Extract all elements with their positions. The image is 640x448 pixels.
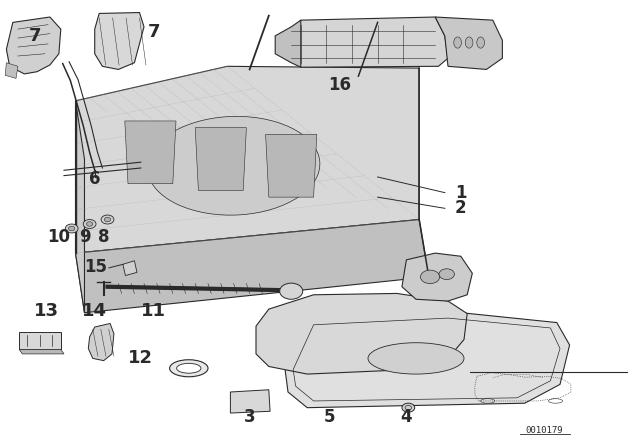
Polygon shape — [19, 332, 61, 349]
Polygon shape — [285, 311, 570, 408]
Text: 15: 15 — [84, 258, 108, 276]
Polygon shape — [5, 63, 18, 78]
Text: 10: 10 — [47, 228, 70, 246]
Circle shape — [86, 222, 93, 226]
Polygon shape — [266, 134, 317, 197]
Text: 16: 16 — [328, 76, 351, 94]
Text: 9: 9 — [79, 228, 90, 246]
Polygon shape — [402, 253, 472, 301]
Circle shape — [104, 217, 111, 222]
Text: 7: 7 — [29, 27, 42, 45]
Ellipse shape — [368, 343, 464, 374]
Ellipse shape — [170, 360, 208, 377]
Polygon shape — [125, 121, 176, 184]
Ellipse shape — [454, 37, 461, 48]
Circle shape — [101, 215, 114, 224]
Text: 1: 1 — [455, 184, 467, 202]
Text: 2: 2 — [455, 199, 467, 217]
Polygon shape — [275, 20, 301, 67]
Ellipse shape — [177, 363, 201, 373]
Polygon shape — [195, 128, 246, 190]
Polygon shape — [88, 323, 114, 361]
Polygon shape — [291, 17, 448, 67]
Polygon shape — [435, 17, 502, 69]
Text: 7: 7 — [147, 23, 160, 41]
Polygon shape — [256, 293, 467, 374]
Polygon shape — [123, 261, 137, 276]
Circle shape — [68, 226, 75, 231]
Polygon shape — [19, 349, 64, 354]
Text: 8: 8 — [98, 228, 109, 246]
Polygon shape — [6, 17, 61, 74]
Circle shape — [420, 270, 440, 284]
Text: 11: 11 — [141, 302, 166, 320]
Polygon shape — [76, 66, 419, 253]
Polygon shape — [230, 390, 270, 413]
Text: 13: 13 — [33, 302, 59, 320]
Text: 4: 4 — [401, 408, 412, 426]
Text: 6: 6 — [89, 170, 100, 188]
Ellipse shape — [465, 37, 473, 48]
Circle shape — [83, 220, 96, 228]
Circle shape — [280, 283, 303, 299]
Ellipse shape — [147, 116, 320, 215]
Polygon shape — [76, 101, 84, 313]
Text: 12: 12 — [128, 349, 154, 367]
Polygon shape — [95, 13, 144, 69]
Polygon shape — [76, 220, 429, 313]
Circle shape — [402, 403, 415, 412]
Text: 3: 3 — [244, 408, 255, 426]
Circle shape — [65, 224, 78, 233]
Ellipse shape — [477, 37, 484, 48]
Text: 5: 5 — [324, 408, 335, 426]
Circle shape — [439, 269, 454, 280]
Text: 14: 14 — [82, 302, 108, 320]
Text: 0010179: 0010179 — [525, 426, 563, 435]
